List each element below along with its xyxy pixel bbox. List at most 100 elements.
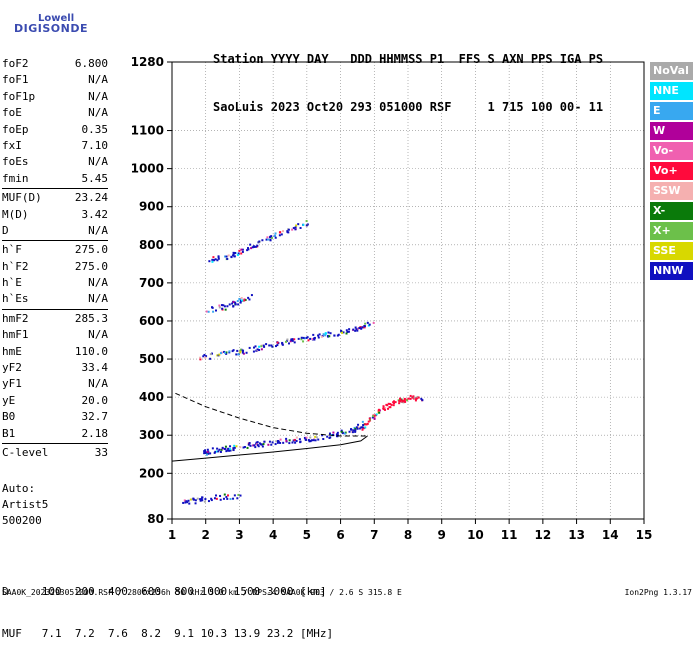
echo-point: [354, 429, 357, 432]
y-tick-label: 1100: [131, 124, 164, 138]
echo-point: [279, 438, 282, 441]
echo-point: [229, 445, 232, 448]
echo-point: [398, 402, 401, 405]
echo-point: [228, 350, 231, 353]
echo-point: [311, 338, 314, 341]
echo-point: [356, 329, 359, 332]
echo-point: [355, 426, 358, 429]
echo-point: [256, 444, 259, 447]
param-row: yF2 33.4: [2, 360, 108, 376]
echo-point: [262, 344, 265, 347]
echo-point: [363, 325, 366, 328]
x-tick-label: 9: [438, 528, 446, 542]
echo-point: [225, 495, 228, 498]
echo-point: [236, 300, 239, 303]
echo-point: [236, 349, 239, 352]
param-name: foEs: [2, 155, 29, 169]
param-name: B0: [2, 410, 16, 424]
echo-point: [346, 330, 349, 333]
echo-point: [242, 352, 245, 355]
echo-point: [212, 259, 215, 262]
echo-point: [289, 340, 292, 343]
param-value: 2.18: [81, 426, 109, 440]
legend-item: Vo-: [650, 142, 693, 160]
echo-point: [274, 232, 277, 235]
x-tick-label: 3: [235, 528, 243, 542]
echo-point: [253, 245, 256, 248]
param-value: N/A: [88, 377, 108, 391]
echo-point: [414, 399, 417, 402]
echo-point: [218, 448, 221, 451]
param-name: hmE: [2, 344, 22, 358]
echo-point: [282, 230, 285, 233]
echo-point: [252, 350, 255, 353]
echo-point: [291, 338, 294, 341]
echo-point: [215, 497, 218, 500]
echo-point: [368, 323, 371, 326]
echo-point: [291, 441, 294, 444]
param-value: 33.4: [81, 361, 109, 375]
echo-point: [401, 400, 404, 403]
echo-point: [302, 340, 305, 343]
param-name: foEp: [2, 122, 29, 136]
echo-point: [312, 439, 315, 442]
echo-point: [199, 498, 202, 501]
echo-point: [335, 433, 338, 436]
echo-point: [300, 338, 303, 341]
echo-point: [215, 494, 218, 497]
param-separator: [2, 308, 108, 310]
echo-point: [281, 342, 284, 345]
echo-point: [229, 449, 232, 452]
param-value: 23.24: [74, 191, 108, 205]
legend: NoVal NNE E W Vo- Vo+ SSW X- X+ SSE NNW: [650, 62, 693, 282]
echo-point: [298, 438, 301, 441]
echo-point: [182, 501, 185, 504]
echo-point: [342, 331, 345, 334]
echo-point: [228, 351, 231, 354]
ionogram-chart: 1 2 3 4 5 6 7 8 9 10 11 12 13 14 158020030040050060070…: [131, 55, 653, 542]
echo-point: [242, 349, 245, 352]
echo-point: [270, 344, 273, 347]
echo-point: [293, 341, 296, 344]
fitted-profile-curve: [171, 435, 368, 462]
echo-point: [240, 299, 243, 302]
echo-point: [371, 416, 374, 419]
echo-point: [227, 447, 230, 450]
echo-point: [250, 294, 253, 297]
legend-item: NoVal: [650, 62, 693, 80]
echo-point: [313, 336, 316, 339]
x-tick-label: 4: [269, 528, 277, 542]
echo-point: [286, 230, 289, 233]
echo-point: [406, 399, 409, 402]
echo-point: [223, 305, 226, 308]
echo-point: [295, 224, 298, 227]
echo-point: [354, 326, 357, 329]
echo-point: [227, 254, 230, 257]
x-tick-label: 14: [602, 528, 619, 542]
param-value: N/A: [88, 276, 108, 290]
echo-point: [222, 304, 225, 307]
echo-point: [253, 444, 256, 447]
echo-point: [210, 499, 213, 502]
echo-point: [227, 494, 230, 497]
echo-point: [211, 258, 214, 261]
echo-point: [409, 394, 412, 397]
param-row: foF1p N/A: [2, 89, 108, 105]
echo-point: [205, 453, 208, 456]
echo-point: [314, 439, 317, 442]
legend-item: NNW: [650, 262, 693, 280]
echo-point: [218, 353, 221, 356]
echo-point: [243, 299, 246, 302]
echo-point: [199, 356, 202, 359]
echo-point: [355, 328, 358, 331]
param-name: hmF2: [2, 311, 29, 325]
echo-point: [234, 251, 237, 254]
echo-point: [211, 447, 214, 450]
echo-point: [364, 423, 367, 426]
echo-point: [188, 502, 191, 505]
param-value: 33: [94, 445, 108, 459]
param-separator: [2, 240, 108, 242]
echo-point: [287, 342, 290, 345]
echo-point: [205, 355, 208, 358]
echo-point: [282, 441, 285, 444]
